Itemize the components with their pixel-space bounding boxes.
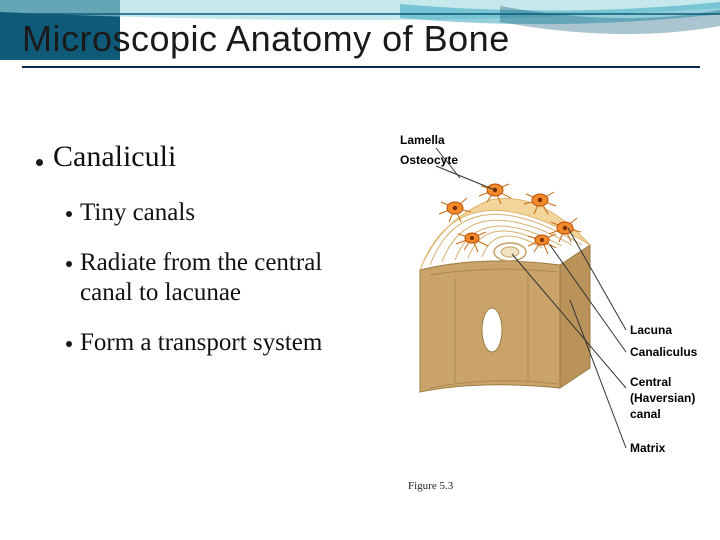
- bullet-level2: Radiate from the central canal to lacuna…: [66, 248, 376, 308]
- bullet-text: Tiny canals: [80, 198, 195, 228]
- bullet-level2: Form a transport system: [66, 328, 376, 358]
- label-matrix: Matrix: [630, 441, 666, 455]
- bullet-dot: [36, 159, 43, 166]
- bone-figure: Lamella Osteocyte Lacuna Canaliculus Cen…: [400, 130, 700, 500]
- bullet-text: Form a transport system: [80, 328, 322, 358]
- label-osteocyte: Osteocyte: [400, 153, 458, 167]
- content-block: Canaliculi Tiny canals Radiate from the …: [36, 140, 376, 378]
- bullet-text: Radiate from the central canal to lacuna…: [80, 248, 376, 308]
- bullet-dot: [66, 261, 72, 267]
- title-block: Microscopic Anatomy of Bone: [22, 18, 700, 68]
- figure-caption: Figure 5.3: [408, 480, 453, 492]
- label-canaliculus: Canaliculus: [630, 345, 698, 359]
- label-haversian: (Haversian): [630, 391, 695, 405]
- label-lacuna: Lacuna: [630, 323, 672, 337]
- label-central: Central: [630, 375, 671, 389]
- label-lamella: Lamella: [400, 133, 445, 147]
- title-underline: [22, 66, 700, 68]
- bullet-level2: Tiny canals: [66, 198, 376, 228]
- bullet-dot: [66, 341, 72, 347]
- label-canal: canal: [630, 407, 661, 421]
- slide-title: Microscopic Anatomy of Bone: [22, 18, 700, 60]
- bullet-level1: Canaliculi: [36, 140, 376, 174]
- bullet-dot: [66, 211, 72, 217]
- bullet-text: Canaliculi: [53, 140, 176, 174]
